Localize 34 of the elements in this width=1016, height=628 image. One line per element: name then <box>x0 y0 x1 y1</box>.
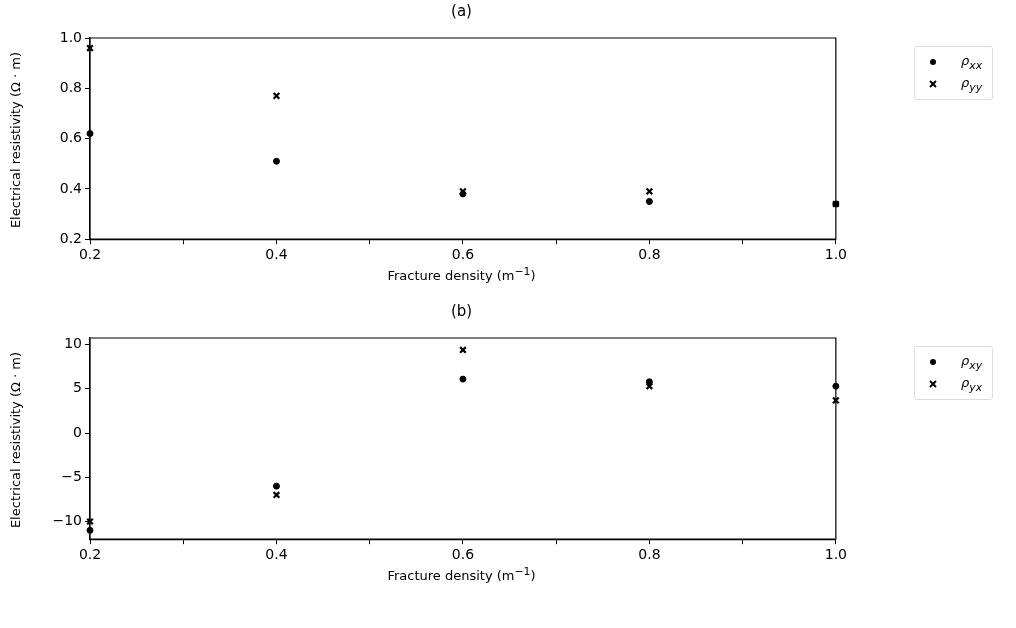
x-axis-title: Fracture density (m$^{−1}$) <box>386 265 537 284</box>
legend-label: ρ$_{xy}$ <box>961 352 983 372</box>
x-tick-label: 0.4 <box>265 546 288 563</box>
point <box>272 157 280 165</box>
point <box>645 197 653 205</box>
x-tick-label: 0.4 <box>265 246 288 263</box>
x-tick-label: 1.0 <box>824 246 847 263</box>
y-tick-label: 0.4 <box>59 179 83 196</box>
y-tick-label: 0.2 <box>59 229 82 246</box>
x-tick-label: 0.6 <box>451 246 475 263</box>
chart-title: (a) <box>450 2 473 20</box>
point <box>272 491 281 499</box>
legend-label: ρ$_{xx}$ <box>961 52 983 72</box>
x-tick-label: 0.6 <box>451 546 475 563</box>
y-tick-label: 10 <box>64 335 82 352</box>
legend-label: ρ$_{yy}$ <box>961 74 983 94</box>
chart-title: (b) <box>449 302 474 320</box>
y-tick-label: 5 <box>73 379 82 396</box>
x-axis-title: Fracture density (m$^{−1}$) <box>386 565 537 584</box>
y-tick-label: 0 <box>73 423 82 440</box>
y-tick-label: −10 <box>52 512 82 529</box>
point <box>272 482 280 490</box>
y-tick-label: 1.0 <box>59 28 82 45</box>
y-axis-title: Electrical resistivity (Ω · m) <box>7 351 23 529</box>
point <box>645 378 653 386</box>
y-tick-label: 0.8 <box>59 78 82 95</box>
y-tick-label: −5 <box>61 467 82 484</box>
y-tick-label: 0.6 <box>59 129 83 146</box>
x-tick-label: 0.8 <box>638 546 661 563</box>
y-axis-title: Electrical resistivity (Ω · m) <box>7 51 23 229</box>
legend-label: ρ$_{yx}$ <box>961 374 983 394</box>
x-tick-label: 0.8 <box>638 246 661 263</box>
x-tick-label: 1.0 <box>824 546 847 563</box>
point <box>459 375 467 383</box>
